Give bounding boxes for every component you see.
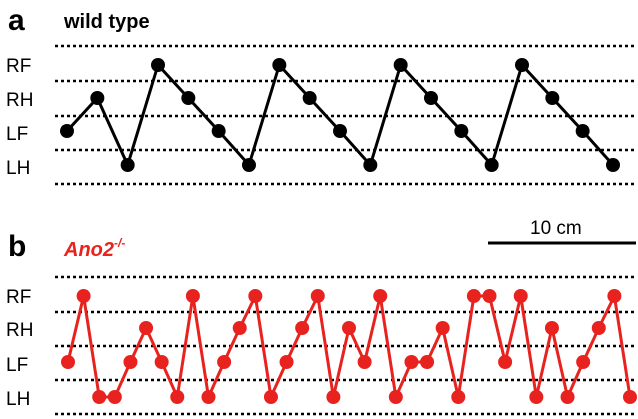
panel-b-footfall-point bbox=[248, 289, 263, 303]
panel-b-series bbox=[61, 289, 637, 404]
panel-b-footfall-point bbox=[451, 390, 466, 404]
panel-b-footfall-point bbox=[373, 289, 388, 303]
panel-b-footfall-point bbox=[498, 355, 513, 369]
panel-b-footfall-point bbox=[295, 321, 310, 335]
panel-a-footfall-point bbox=[272, 58, 287, 72]
panel-b-footfall-point bbox=[326, 390, 341, 404]
scale-bar-label: 10 cm bbox=[530, 218, 582, 239]
panel-a-footfall-point bbox=[60, 124, 74, 138]
scale-bar: 10 cm bbox=[488, 218, 636, 245]
panel-b-footfall-point bbox=[76, 289, 91, 303]
panel-b-footfall-point bbox=[154, 355, 169, 369]
panel-b-y-tick-label: LF bbox=[6, 355, 28, 376]
panel-b-footfall-point bbox=[139, 321, 154, 335]
panel-b-footfall-point bbox=[263, 390, 278, 404]
panel-a-footfall-point bbox=[211, 124, 226, 138]
panel-a-footfall-point bbox=[484, 158, 499, 172]
panel-b-footfall-point bbox=[435, 321, 450, 335]
panel-a-footfall-point bbox=[302, 91, 317, 105]
panel-b-footfall-point bbox=[560, 390, 575, 404]
panel-a-footfall-point bbox=[424, 91, 438, 105]
panel-b-footfall-point bbox=[92, 390, 107, 404]
panel-b-footfall-point bbox=[342, 321, 356, 335]
panel-b-footfall-point bbox=[623, 390, 637, 404]
panel-a-footfall-point bbox=[333, 124, 347, 138]
panel-a-footfall-point bbox=[545, 91, 560, 105]
panel-a-footfall-point bbox=[606, 158, 620, 172]
panel-b-footfall-point bbox=[576, 355, 591, 369]
panel-a-y-tick-label: RH bbox=[6, 90, 33, 111]
panel-a-y-tick-labels: RF RH LF LH bbox=[6, 56, 33, 179]
panel-a-footfall-point bbox=[515, 58, 529, 72]
panel-b-title-superscript: -/- bbox=[114, 236, 125, 250]
panel-b-title: Ano2-/- bbox=[63, 236, 125, 261]
panel-b-letter: b bbox=[8, 230, 26, 263]
panel-b-footfall-point bbox=[607, 289, 622, 303]
panel-b-footfall-point bbox=[513, 289, 528, 303]
panel-b-footfall-point bbox=[170, 390, 185, 404]
panel-b-y-tick-labels: RF RH LF LH bbox=[6, 287, 33, 410]
panel-b-footfall-point bbox=[404, 355, 419, 369]
panel-b-footfall-point bbox=[466, 289, 481, 303]
panel-b-footfall-point bbox=[201, 390, 216, 404]
panel-a-footfall-point bbox=[363, 158, 378, 172]
panel-a-y-tick-label: RF bbox=[6, 56, 31, 77]
panel-b-y-tick-label: LH bbox=[6, 389, 30, 410]
panel-a-title: wild type bbox=[63, 11, 150, 33]
panel-a-footfall-point bbox=[575, 124, 590, 138]
panel-a-footfall-point bbox=[454, 124, 469, 138]
panel-b-y-tick-label: RF bbox=[6, 287, 31, 308]
panel-b-footfall-point bbox=[310, 289, 325, 303]
panel-b-footfall-point bbox=[61, 355, 75, 369]
panel-b-title-main: Ano2 bbox=[63, 239, 114, 261]
panel-b-footfall-point bbox=[279, 355, 294, 369]
panel-b-footfall-point bbox=[482, 289, 497, 303]
panel-a-footfall-point bbox=[120, 158, 135, 172]
panel-a-footfall-point bbox=[393, 58, 408, 72]
panel-a-footfall-point bbox=[90, 91, 105, 105]
panel-b-footfall-point bbox=[388, 390, 403, 404]
panel-a-y-tick-label: LH bbox=[6, 158, 30, 179]
panel-b-footfall-point bbox=[529, 390, 544, 404]
panel-b-footfall-point bbox=[185, 289, 200, 303]
panel-b-footfall-point bbox=[357, 355, 372, 369]
panel-b-footfall-point bbox=[217, 355, 232, 369]
panel-a-footfall-point bbox=[151, 58, 165, 72]
panel-a-footfall-point bbox=[242, 158, 256, 172]
panel-b-footfall-point bbox=[420, 355, 435, 369]
panel-a-footfall-point bbox=[181, 91, 196, 105]
panel-b-footfall-point bbox=[107, 390, 122, 404]
panel-b-footfall-point bbox=[123, 355, 138, 369]
panel-b-footfall-point bbox=[544, 321, 559, 335]
panel-a-y-tick-label: LF bbox=[6, 124, 28, 145]
panel-a-series bbox=[60, 58, 620, 172]
panel-b-footfall-point bbox=[232, 321, 247, 335]
panel-b-y-tick-label: RH bbox=[6, 320, 33, 341]
panel-a-letter: a bbox=[8, 4, 25, 37]
panel-b-footfall-point bbox=[591, 321, 606, 335]
